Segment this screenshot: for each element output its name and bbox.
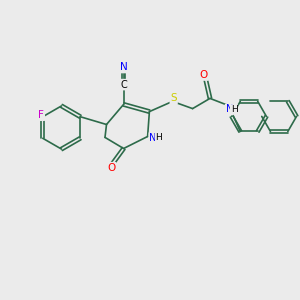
- Text: S: S: [170, 93, 177, 103]
- Text: F: F: [38, 110, 44, 120]
- Text: N: N: [120, 62, 128, 73]
- Text: C: C: [120, 80, 127, 90]
- Text: H: H: [231, 105, 237, 114]
- Text: O: O: [107, 163, 116, 173]
- Text: H: H: [156, 134, 162, 142]
- Text: O: O: [200, 70, 208, 80]
- Text: N: N: [149, 133, 157, 143]
- Text: N: N: [226, 104, 233, 115]
